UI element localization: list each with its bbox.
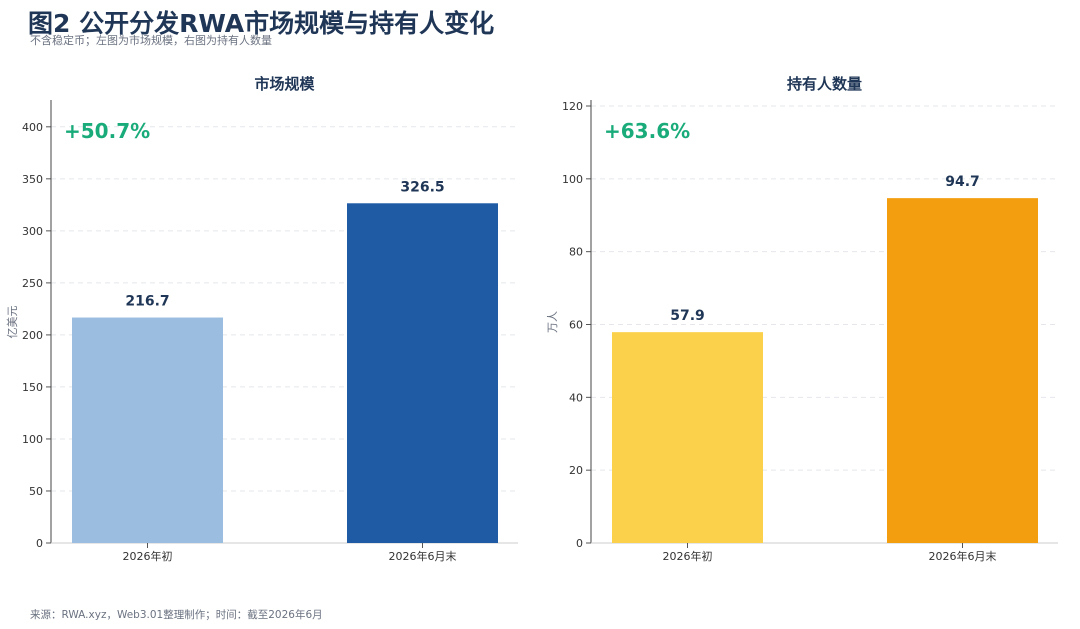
y-tick-label: 50	[29, 485, 43, 498]
x-tick-label: 2026年6月末	[929, 549, 997, 563]
growth-rate-label: +63.6%	[604, 119, 690, 143]
y-tick-label: 60	[569, 319, 583, 332]
page-title: 图2 公开分发RWA市场规模与持有人变化	[28, 9, 495, 38]
bar-value-label: 57.9	[670, 308, 705, 324]
y-tick-label: 350	[22, 173, 43, 186]
bar	[347, 203, 498, 543]
y-tick-label: 300	[22, 225, 43, 238]
x-tick-label: 2026年初	[663, 549, 713, 563]
x-tick-label: 2026年6月末	[389, 549, 457, 563]
chart-title: 市场规模	[254, 75, 315, 93]
holders-chart: 持有人数量 0 20 40 60 80 100 120 万人 57.9 2026年初 94.7 2026…	[546, 75, 1058, 563]
y-tick-label: 250	[22, 277, 43, 290]
market-size-chart: 市场规模 0 50 100 150 200 250 300 350 400 亿美元 216.7 2026…	[6, 75, 518, 563]
y-tick-label: 150	[22, 381, 43, 394]
bar	[612, 332, 763, 543]
y-tick-label: 40	[569, 391, 583, 404]
y-tick-label: 200	[22, 329, 43, 342]
y-tick-label: 120	[562, 100, 583, 113]
y-tick-label: 100	[562, 173, 583, 186]
bar-value-label: 94.7	[945, 174, 980, 190]
y-tick-label: 100	[22, 433, 43, 446]
y-axis-label: 万人	[546, 311, 559, 333]
chart-title: 持有人数量	[787, 75, 862, 93]
y-tick-label: 20	[569, 464, 583, 477]
y-tick-label: 400	[22, 121, 43, 134]
bar-value-label: 216.7	[125, 294, 169, 310]
bar-value-label: 326.5	[400, 179, 444, 195]
y-tick-label: 0	[576, 537, 583, 550]
source-footnote: 来源：RWA.xyz，Web3.01整理制作；时间：截至2026年6月	[30, 609, 323, 621]
y-tick-label: 80	[569, 246, 583, 259]
x-tick-label: 2026年初	[123, 549, 173, 563]
bar	[72, 317, 223, 543]
y-axis-label: 亿美元	[6, 306, 19, 339]
bar	[887, 198, 1038, 544]
growth-rate-label: +50.7%	[64, 119, 150, 143]
y-tick-label: 0	[36, 537, 43, 550]
page-subtitle: 不含稳定币；左图为市场规模，右图为持有人数量	[30, 34, 272, 47]
